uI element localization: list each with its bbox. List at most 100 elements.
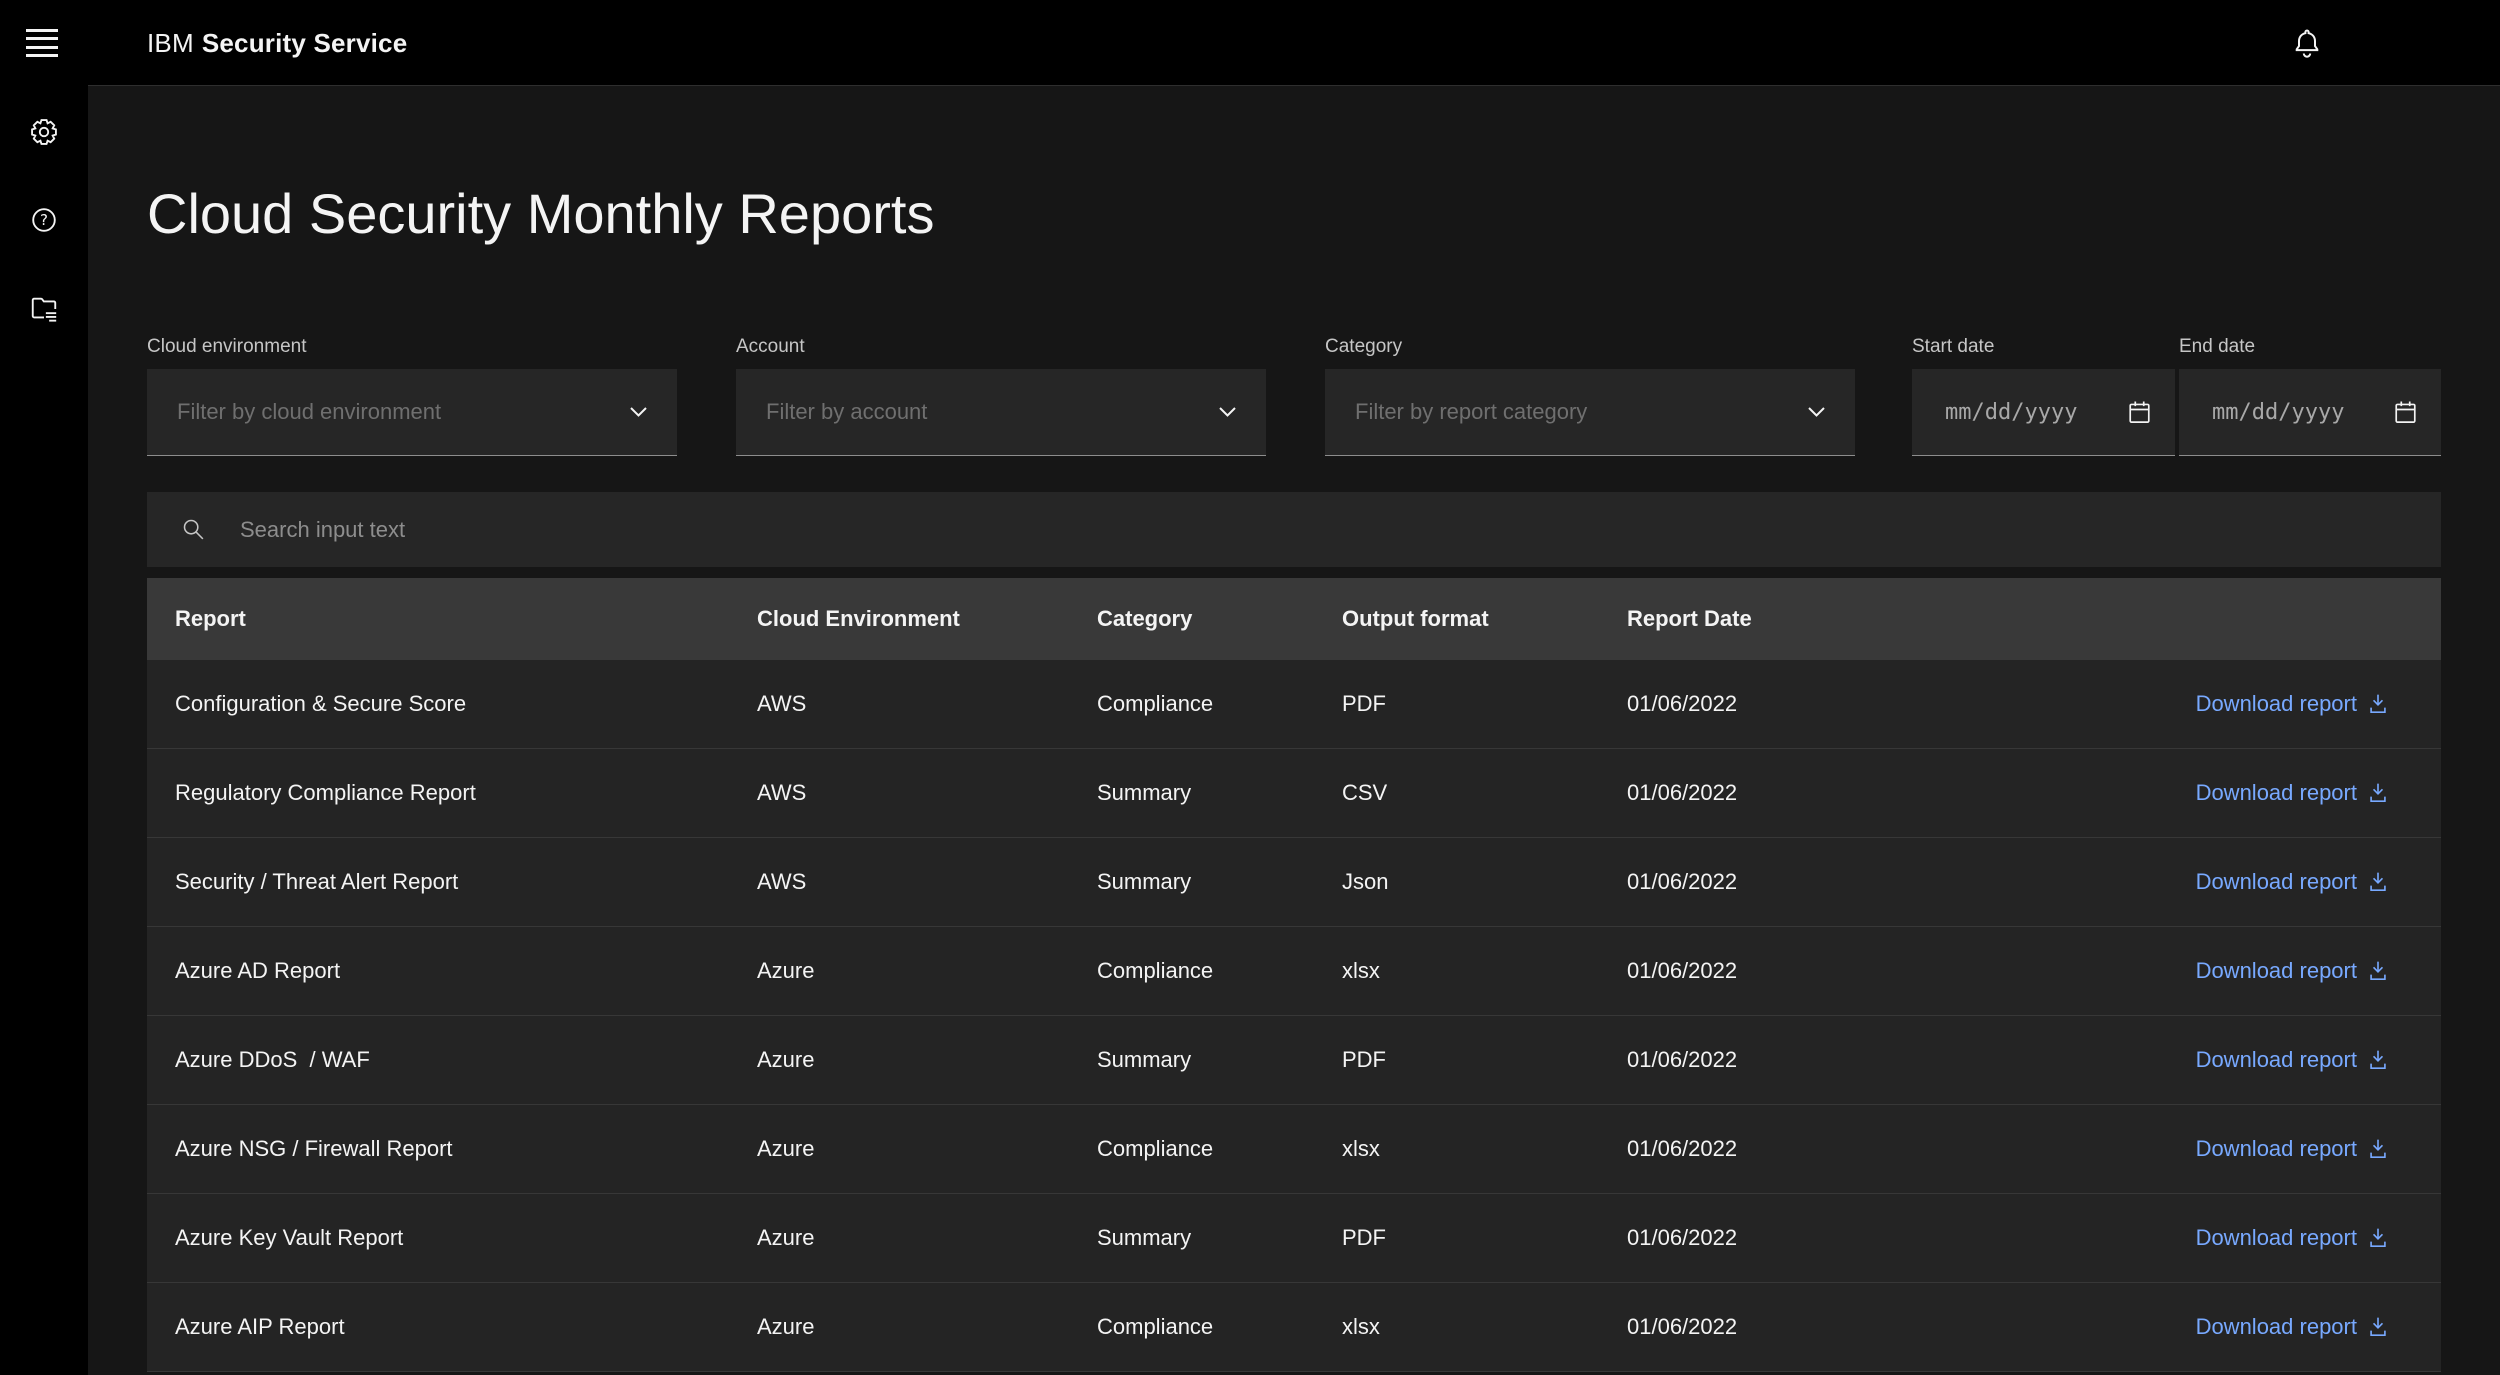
col-cloud-environment: Cloud Environment	[757, 578, 1097, 661]
table-row: Regulatory Compliance Report AWS Summary…	[147, 748, 2441, 839]
cloud-environment-placeholder: Filter by cloud environment	[177, 399, 442, 425]
cell-category: Compliance	[1097, 1282, 1342, 1373]
download-report-link[interactable]: Download report	[2196, 780, 2391, 806]
start-date-input[interactable]	[1912, 369, 2175, 456]
filter-account: Account Filter by account	[736, 334, 1266, 457]
filter-cloud-environment: Cloud environment Filter by cloud enviro…	[147, 334, 677, 457]
cell-report: Configuration & Secure Score	[147, 660, 757, 750]
table-row: Azure AD Report Azure Compliance xlsx 01…	[147, 926, 2441, 1017]
table-row: Azure Key Vault Report Azure Summary PDF…	[147, 1193, 2441, 1284]
notifications-bell-icon[interactable]	[2280, 16, 2334, 70]
help-question-icon[interactable]: ?	[20, 196, 68, 244]
cell-action: Download report	[1902, 660, 2441, 750]
filter-end-date: End date	[2179, 334, 2441, 457]
main-content: Cloud Security Monthly Reports Cloud env…	[88, 86, 2500, 1375]
folder-details-icon[interactable]	[20, 284, 68, 332]
cell-format: PDF	[1342, 1015, 1627, 1106]
page-title: Cloud Security Monthly Reports	[147, 182, 935, 245]
cell-format: xlsx	[1342, 926, 1627, 1017]
cell-action: Download report	[1902, 1193, 2441, 1284]
cell-date: 01/06/2022	[1627, 926, 1902, 1017]
left-sidebar: ?	[0, 86, 88, 1375]
account-label: Account	[736, 336, 805, 358]
cell-environment: Azure	[757, 1104, 1097, 1195]
cell-environment: Azure	[757, 1193, 1097, 1284]
end-date-label: End date	[2179, 336, 2256, 358]
svg-text:?: ?	[40, 211, 48, 229]
hamburger-menu-icon[interactable]	[26, 29, 58, 57]
col-report: Report	[147, 578, 757, 661]
calendar-icon[interactable]	[2392, 399, 2419, 426]
download-icon	[2370, 784, 2386, 803]
table-row: Security / Threat Alert Report AWS Summa…	[147, 837, 2441, 928]
cell-report: Azure Key Vault Report	[147, 1193, 757, 1284]
download-report-link[interactable]: Download report	[2196, 869, 2391, 895]
download-report-link[interactable]: Download report	[2196, 1225, 2391, 1251]
col-output-format: Output format	[1342, 578, 1627, 661]
end-date-input[interactable]	[2179, 369, 2441, 456]
download-report-link[interactable]: Download report	[2196, 1314, 2391, 1340]
cell-category: Compliance	[1097, 1104, 1342, 1195]
cell-date: 01/06/2022	[1627, 1015, 1902, 1106]
download-report-label: Download report	[2195, 691, 2357, 717]
cell-report: Regulatory Compliance Report	[147, 748, 757, 839]
table-row: Azure NSG / Firewall Report Azure Compli…	[147, 1104, 2441, 1195]
download-report-label: Download report	[2195, 1136, 2357, 1162]
cell-environment: AWS	[757, 748, 1097, 839]
category-placeholder: Filter by report category	[1355, 399, 1588, 425]
cell-date: 01/06/2022	[1627, 837, 1902, 928]
table-row: Azure AIP Report Azure Compliance xlsx 0…	[147, 1282, 2441, 1373]
cell-action: Download report	[1902, 1282, 2441, 1373]
download-icon	[2370, 1051, 2386, 1070]
download-report-label: Download report	[2195, 780, 2357, 806]
cloud-environment-label: Cloud environment	[147, 336, 307, 358]
download-report-link[interactable]: Download report	[2196, 691, 2391, 717]
cell-format: PDF	[1342, 1193, 1627, 1284]
download-report-link[interactable]: Download report	[2196, 1136, 2391, 1162]
cell-date: 01/06/2022	[1627, 748, 1902, 839]
download-icon	[2370, 1318, 2386, 1337]
download-report-link[interactable]: Download report	[2196, 1047, 2391, 1073]
table-header-row: Report Cloud Environment Category Output…	[147, 578, 2441, 661]
brand-prefix: IBM	[147, 27, 194, 58]
cell-date: 01/06/2022	[1627, 660, 1902, 750]
brand: IBM Security Service	[147, 0, 407, 86]
cell-action: Download report	[1902, 837, 2441, 928]
cell-category: Summary	[1097, 1193, 1342, 1284]
search-input[interactable]	[238, 515, 2441, 544]
account-dropdown[interactable]: Filter by account	[736, 369, 1266, 457]
search-bar	[147, 492, 2441, 568]
settings-gear-icon[interactable]	[20, 108, 68, 156]
top-header-bar: IBM Security Service	[0, 0, 2500, 86]
reports-table: Report Cloud Environment Category Output…	[147, 578, 2441, 1373]
download-icon	[2370, 695, 2386, 714]
brand-product-name: Security Service	[201, 27, 408, 58]
chevron-down-icon	[1219, 407, 1236, 418]
cell-action: Download report	[1902, 748, 2441, 839]
download-report-link[interactable]: Download report	[2196, 958, 2391, 984]
category-dropdown[interactable]: Filter by report category	[1325, 369, 1855, 457]
filter-category: Category Filter by report category	[1325, 334, 1855, 457]
cell-action: Download report	[1902, 1015, 2441, 1106]
cell-format: xlsx	[1342, 1104, 1627, 1195]
cell-category: Summary	[1097, 748, 1342, 839]
cell-format: CSV	[1342, 748, 1627, 839]
start-date-field	[1912, 369, 2175, 457]
cell-category: Summary	[1097, 1015, 1342, 1106]
table-body: Configuration & Secure Score AWS Complia…	[147, 660, 2441, 1373]
download-report-label: Download report	[2195, 958, 2357, 984]
download-report-label: Download report	[2195, 1314, 2357, 1340]
download-report-label: Download report	[2195, 869, 2357, 895]
cell-category: Compliance	[1097, 660, 1342, 750]
cloud-environment-dropdown[interactable]: Filter by cloud environment	[147, 369, 677, 457]
calendar-icon[interactable]	[2126, 399, 2153, 426]
download-report-label: Download report	[2195, 1225, 2357, 1251]
cell-report: Azure AD Report	[147, 926, 757, 1017]
cell-date: 01/06/2022	[1627, 1193, 1902, 1284]
cell-environment: Azure	[757, 926, 1097, 1017]
cell-report: Azure DDoS / WAF	[147, 1015, 757, 1106]
download-report-label: Download report	[2195, 1047, 2357, 1073]
cell-category: Summary	[1097, 837, 1342, 928]
cell-format: PDF	[1342, 660, 1627, 750]
